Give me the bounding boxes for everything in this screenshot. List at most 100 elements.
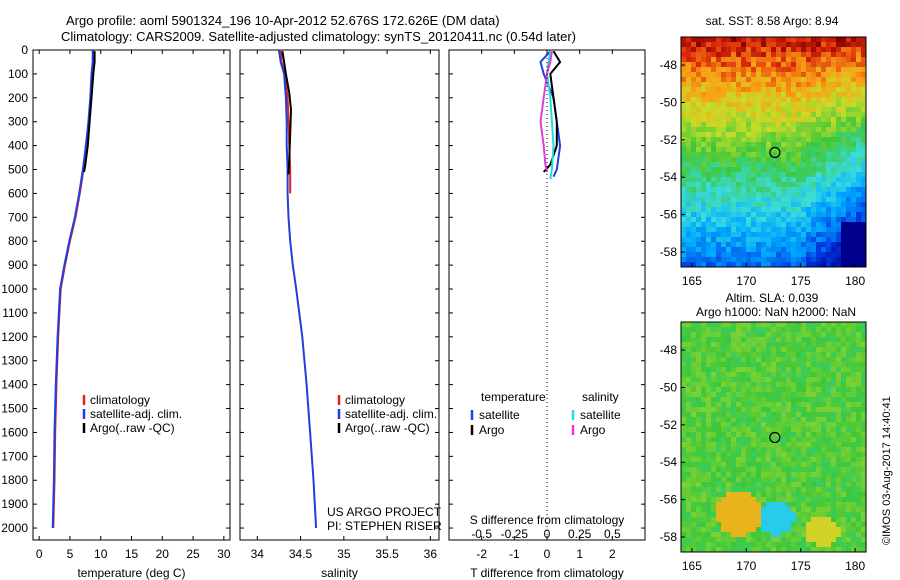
field-cell (831, 337, 837, 343)
y-tick-label: 1400 (1, 378, 28, 392)
field-cell (801, 57, 807, 63)
field-cell (766, 327, 772, 333)
field-cell (681, 217, 687, 223)
field-cell (821, 257, 827, 263)
field-cell (791, 127, 797, 133)
field-cell (681, 322, 687, 328)
field-cell (806, 192, 812, 198)
field-cell (771, 192, 777, 198)
y-tick-label: -52 (660, 418, 678, 432)
field-cell (831, 207, 837, 213)
field-cell (686, 237, 692, 243)
field-cell (741, 507, 747, 513)
field-cell (736, 337, 742, 343)
field-cell (721, 502, 727, 508)
field-cell (846, 407, 852, 413)
field-cell (731, 382, 737, 388)
field-cell (816, 452, 822, 458)
field-cell (776, 392, 782, 398)
field-cell (741, 427, 747, 433)
field-cell (721, 242, 727, 248)
field-cell (831, 57, 837, 63)
field-cell (711, 47, 717, 53)
field-cell (696, 322, 702, 328)
field-cell (761, 137, 767, 143)
field-cell (791, 397, 797, 403)
field-cell (741, 497, 747, 503)
field-cell (731, 127, 737, 133)
field-cell (781, 122, 787, 128)
field-cell (681, 472, 687, 478)
field-cell (741, 57, 747, 63)
field-cell (761, 237, 767, 243)
field-cell (796, 532, 802, 538)
field-cell (756, 547, 762, 552)
field-cell (851, 152, 857, 158)
sst-map-frame (680, 36, 867, 268)
field-cell (821, 407, 827, 413)
field-cell (741, 387, 747, 393)
field-cell (801, 152, 807, 158)
field-cell (746, 507, 752, 513)
field-cell (761, 532, 767, 538)
field-cell (786, 112, 792, 118)
field-cell (831, 162, 837, 168)
field-cell (781, 172, 787, 178)
field-cell (711, 522, 717, 528)
field-cell (776, 52, 782, 58)
field-cell (791, 212, 797, 218)
field-cell (746, 57, 752, 63)
field-cell (701, 167, 707, 173)
field-cell (861, 507, 866, 513)
field-cell (836, 407, 842, 413)
field-cell (846, 47, 852, 53)
field-cell (836, 537, 842, 543)
field-cell (836, 507, 842, 513)
field-cell (726, 467, 732, 473)
field-cell (826, 52, 832, 58)
field-cell (776, 212, 782, 218)
field-cell (746, 387, 752, 393)
field-cell (806, 212, 812, 218)
field-cell (761, 162, 767, 168)
field-cell (756, 507, 762, 513)
field-cell (856, 417, 862, 423)
field-cell (781, 487, 787, 493)
field-cell (701, 332, 707, 338)
field-cell (796, 332, 802, 338)
field-cell (686, 57, 692, 63)
y-tick-label: -58 (660, 245, 678, 259)
field-cell (846, 402, 852, 408)
field-cell (711, 337, 717, 343)
field-cell (756, 427, 762, 433)
field-cell (806, 102, 812, 108)
field-cell (746, 82, 752, 88)
field-cell (811, 52, 817, 58)
field-cell (771, 157, 777, 163)
field-cell (726, 437, 732, 443)
field-cell (816, 407, 822, 413)
field-cell (736, 252, 742, 258)
x-tick-label: 170 (736, 274, 756, 288)
field-cell (766, 92, 772, 98)
field-cell (731, 482, 737, 488)
field-cell (701, 392, 707, 398)
field-cell (801, 47, 807, 53)
field-cell (756, 462, 762, 468)
field-cell (776, 467, 782, 473)
x-tick-label: 2 (609, 547, 616, 561)
field-cell (691, 152, 697, 158)
field-cell (761, 127, 767, 133)
field-cell (736, 537, 742, 543)
field-cell (766, 332, 772, 338)
field-cell (721, 47, 727, 53)
field-cell (846, 412, 852, 418)
field-cell (681, 372, 687, 378)
field-cell (726, 87, 732, 93)
field-cell (861, 427, 866, 433)
field-cell (721, 262, 727, 267)
field-cell (811, 332, 817, 338)
field-cell (856, 167, 862, 173)
field-cell (681, 367, 687, 373)
field-cell (766, 237, 772, 243)
